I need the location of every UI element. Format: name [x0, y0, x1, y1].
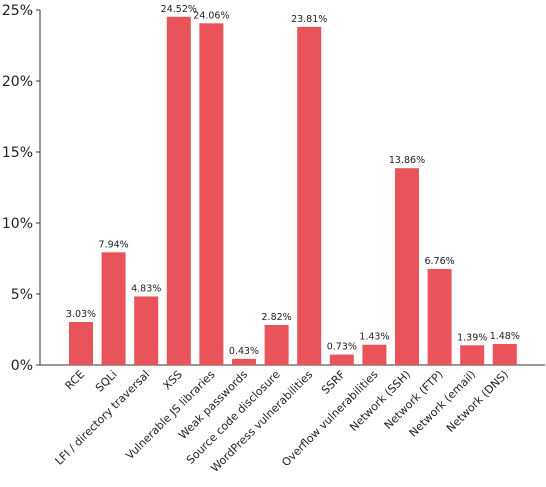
bar: [395, 168, 419, 365]
data-label: 24.52%: [161, 4, 197, 15]
x-tick-label: SQLi: [93, 368, 120, 395]
x-tick-label: RCE: [63, 368, 88, 393]
bar: [232, 358, 256, 365]
y-tick-label: 5%: [11, 287, 33, 303]
data-label: 6.76%: [425, 256, 455, 267]
data-label: 24.06%: [193, 10, 229, 21]
data-labels: 3.03% 7.94% 4.83% 24.52%24.06% 0.43% 2.82% 23.…: [66, 4, 520, 357]
y-tick-label: 20%: [2, 74, 33, 90]
y-tick-label: 25%: [2, 3, 33, 19]
bar: [69, 322, 93, 365]
data-label: 3.03%: [66, 309, 96, 320]
data-label: 1.39%: [457, 332, 487, 343]
bar: [166, 16, 191, 366]
bar: [297, 26, 322, 366]
data-label: 4.83%: [131, 283, 161, 294]
x-tick-label: SSRF: [319, 368, 348, 397]
data-label: 1.48%: [490, 331, 520, 342]
bar: [329, 354, 354, 365]
bar: [427, 269, 452, 365]
bar: [362, 344, 387, 365]
y-tick-label: 0%: [11, 358, 33, 374]
data-label: 2.82%: [262, 312, 292, 323]
bar: [492, 344, 517, 365]
bar: [101, 252, 126, 365]
bar: [460, 345, 485, 365]
bar: [134, 296, 159, 365]
data-label: 1.43%: [359, 332, 389, 343]
data-label: 23.81%: [291, 14, 327, 25]
data-label: 0.73%: [327, 342, 357, 353]
x-tick-label: XSS: [161, 368, 185, 392]
bars: [69, 16, 517, 366]
data-label: 0.43%: [229, 346, 259, 357]
data-label: 13.86%: [389, 155, 425, 166]
bar: [199, 23, 224, 366]
y-tick-label: 15%: [2, 145, 33, 161]
y-tick-label: 10%: [2, 216, 33, 232]
data-label: 7.94%: [99, 239, 129, 250]
y-tick-labels: 0% 5% 10% 15% 20% 25%: [2, 3, 33, 374]
bar: [264, 325, 289, 365]
